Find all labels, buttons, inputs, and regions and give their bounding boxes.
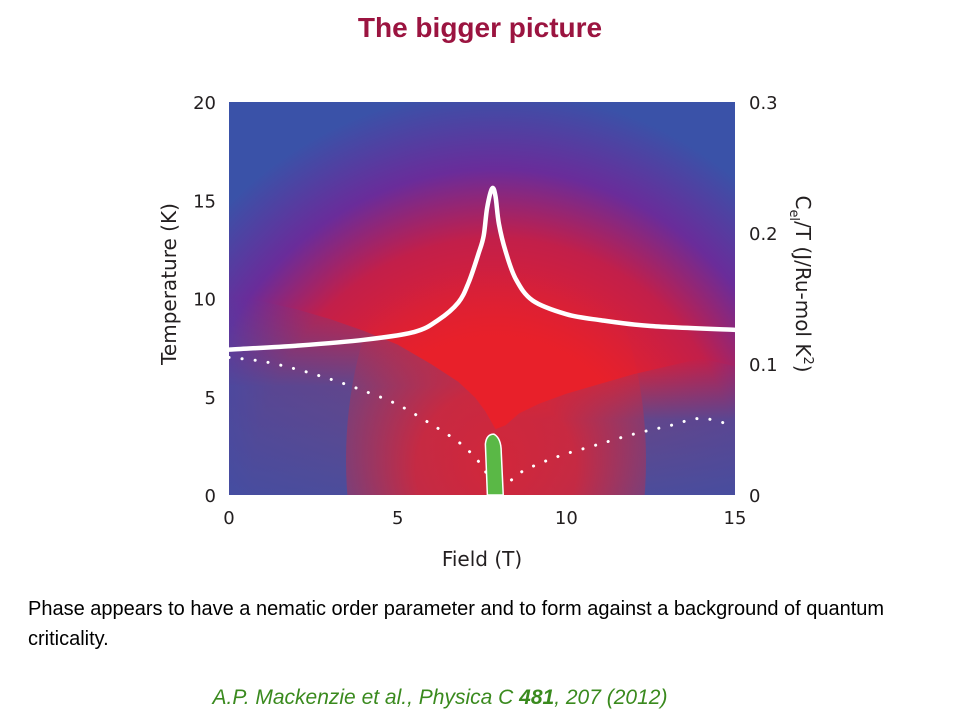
y2-tick-label: 0.1 (749, 355, 778, 376)
y2-tick-label: 0.2 (749, 224, 778, 245)
y2-label-rest: /T (J/Ru-mol K (791, 221, 815, 357)
x-tick-label: 15 (724, 508, 747, 529)
x-axis-label: Field (T) (442, 547, 522, 571)
y2-label-sub: el (786, 209, 801, 221)
y-tick-label: 20 (193, 93, 216, 114)
citation-prefix: A.P. Mackenzie et al., Physica C (212, 686, 520, 709)
citation-suffix: , 207 (2012) (554, 686, 668, 709)
citation-volume: 481 (519, 686, 555, 709)
slide-title: The bigger picture (357, 12, 603, 43)
critical-fan (346, 200, 646, 495)
heat-capacity-curve (229, 185, 735, 352)
phase-diagram-figure: 0 5 10 15 0 5 10 15 20 0 0.1 0.2 0.3 Field (T) Tem… (157, 93, 815, 571)
nematic-phase-region (484, 433, 504, 495)
y-axis-label: Temperature (K) (157, 203, 181, 366)
y-axis-ticks: 0 5 10 15 20 (193, 93, 216, 507)
description-text: Phase appears to have a nematic order pa… (28, 598, 885, 650)
y2-tick-label: 0.3 (749, 93, 778, 114)
y2-axis-label: Cel/T (J/Ru-mol K2) (786, 195, 815, 372)
y-tick-label: 10 (193, 290, 216, 311)
y2-label-sup: 2 (800, 356, 815, 364)
y2-tick-label: 0 (749, 486, 760, 507)
y-tick-label: 15 (193, 191, 216, 212)
y2-axis-ticks: 0 0.1 0.2 0.3 (749, 93, 778, 507)
x-tick-label: 0 (223, 508, 234, 529)
y-tick-label: 5 (205, 388, 216, 409)
x-tick-label: 10 (555, 508, 578, 529)
y2-label-close: ) (791, 365, 815, 373)
x-tick-label: 5 (392, 508, 403, 529)
x-axis-ticks: 0 5 10 15 (223, 508, 746, 529)
y-tick-label: 0 (205, 486, 216, 507)
citation: A.P. Mackenzie et al., Physica C 481, 20… (0, 686, 880, 710)
y2-label-c: C (791, 195, 815, 209)
